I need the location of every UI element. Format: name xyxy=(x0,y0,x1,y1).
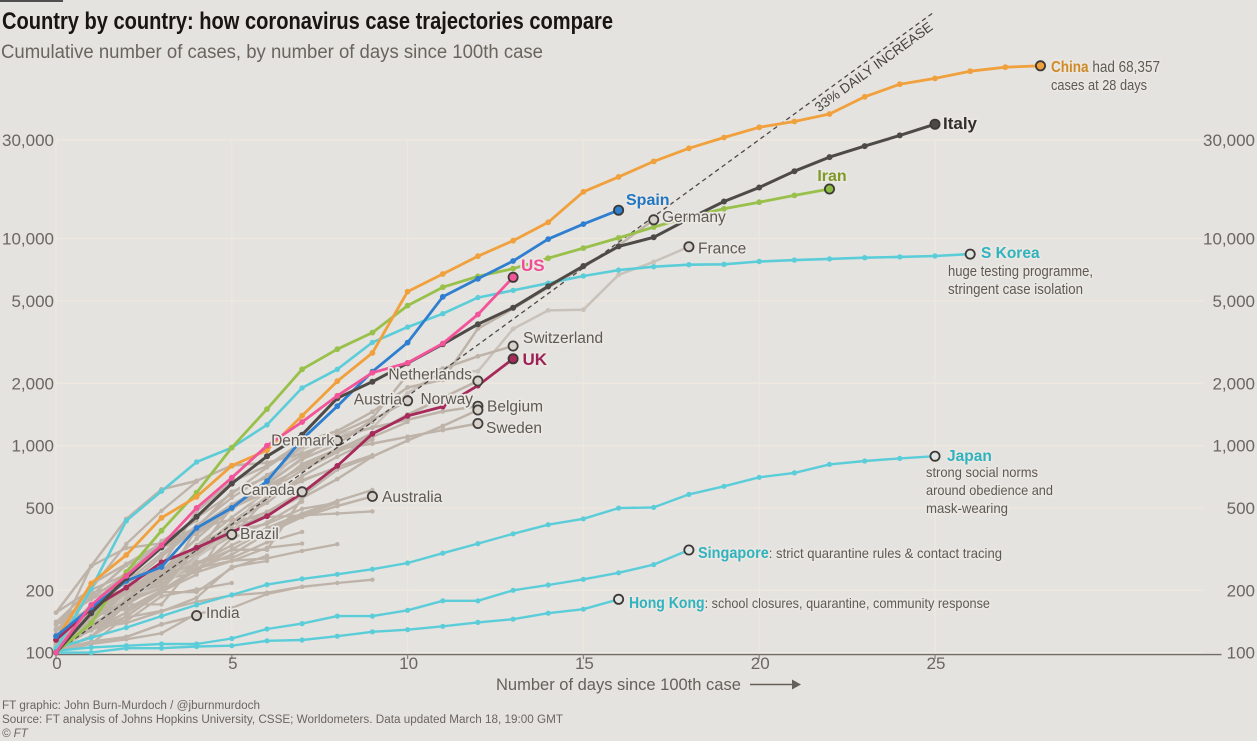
svg-text:500: 500 xyxy=(26,499,54,518)
svg-text:20: 20 xyxy=(751,654,770,673)
svg-text:Austria: Austria xyxy=(354,392,403,409)
svg-text:Singapore: strict quarantine r: Singapore: strict quarantine rules & con… xyxy=(698,545,1002,562)
svg-text:10,000: 10,000 xyxy=(1203,230,1255,249)
svg-text:10,000: 10,000 xyxy=(2,230,54,249)
svg-text:mask-wearing: mask-wearing xyxy=(926,500,1008,516)
svg-text:2,000: 2,000 xyxy=(11,374,54,393)
svg-text:Source: FT analysis of Johns H: Source: FT analysis of Johns Hopkins Uni… xyxy=(2,714,563,726)
svg-text:Number of days since 100th cas: Number of days since 100th case xyxy=(496,676,741,694)
svg-text:S Korea: S Korea xyxy=(981,245,1040,262)
svg-text:stringent case isolation: stringent case isolation xyxy=(948,282,1083,298)
svg-text:5,000: 5,000 xyxy=(1212,292,1255,311)
svg-text:1,000: 1,000 xyxy=(11,437,54,456)
svg-text:Brazil: Brazil xyxy=(240,526,279,543)
svg-text:Netherlands: Netherlands xyxy=(388,367,472,384)
svg-text:0: 0 xyxy=(52,654,61,673)
svg-text:Spain: Spain xyxy=(626,192,670,209)
svg-text:5: 5 xyxy=(228,654,237,673)
svg-text:2,000: 2,000 xyxy=(1212,374,1255,393)
svg-text:Iran: Iran xyxy=(817,168,846,185)
svg-text:Denmark: Denmark xyxy=(271,433,334,450)
svg-text:200: 200 xyxy=(1227,581,1255,600)
svg-text:Country by country: how corona: Country by country: how coronavirus case… xyxy=(2,8,613,35)
svg-text:Belgium: Belgium xyxy=(487,399,543,416)
svg-text:5,000: 5,000 xyxy=(11,292,54,311)
svg-text:France: France xyxy=(698,241,746,258)
svg-text:10: 10 xyxy=(399,654,418,673)
svg-text:US: US xyxy=(521,256,545,275)
svg-text:strong social norms: strong social norms xyxy=(926,464,1038,480)
svg-text:UK: UK xyxy=(523,350,548,369)
svg-text:Hong Kong: school closures, qu: Hong Kong: school closures, quarantine, … xyxy=(629,595,990,612)
svg-text:Switzerland: Switzerland xyxy=(523,330,603,347)
svg-text:China had 68,357: China had 68,357 xyxy=(1051,59,1160,76)
svg-text:© FT: © FT xyxy=(2,728,29,740)
svg-text:200: 200 xyxy=(26,581,54,600)
svg-text:India: India xyxy=(206,605,240,622)
svg-text:cases at 28 days: cases at 28 days xyxy=(1051,77,1147,94)
svg-text:Canada: Canada xyxy=(241,482,296,499)
svg-text:FT graphic: John Burn-Murdoch: FT graphic: John Burn-Murdoch / @jburnmu… xyxy=(2,700,260,712)
svg-text:1,000: 1,000 xyxy=(1212,437,1255,456)
svg-text:around obedience and: around obedience and xyxy=(926,482,1053,498)
svg-text:huge testing programme,: huge testing programme, xyxy=(948,264,1093,280)
svg-text:30,000: 30,000 xyxy=(1203,131,1255,150)
svg-text:Cumulative number of cases, by: Cumulative number of cases, by number of… xyxy=(1,42,543,63)
svg-text:Norway: Norway xyxy=(420,391,473,408)
svg-text:15: 15 xyxy=(575,654,594,673)
svg-text:25: 25 xyxy=(927,654,946,673)
svg-text:Sweden: Sweden xyxy=(486,420,542,437)
svg-text:100: 100 xyxy=(1227,644,1255,663)
svg-text:Germany: Germany xyxy=(662,209,726,226)
svg-text:Australia: Australia xyxy=(382,489,443,506)
svg-text:Italy: Italy xyxy=(943,114,978,133)
svg-text:500: 500 xyxy=(1227,499,1255,518)
svg-text:Japan: Japan xyxy=(947,448,992,465)
svg-text:30,000: 30,000 xyxy=(2,131,54,150)
svg-text:100: 100 xyxy=(26,644,54,663)
